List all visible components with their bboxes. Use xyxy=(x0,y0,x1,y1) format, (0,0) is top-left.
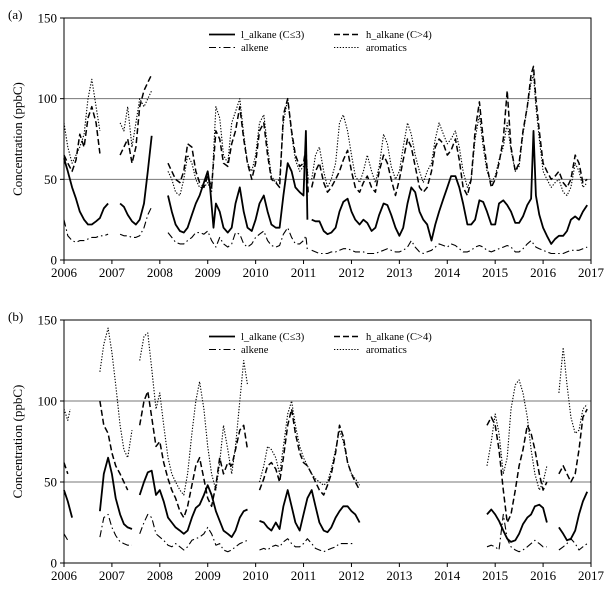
series-dashed xyxy=(63,65,588,197)
legend-label: aromatics xyxy=(366,345,407,356)
panel-label: (b) xyxy=(8,309,23,324)
series-line xyxy=(63,489,73,518)
series-line xyxy=(119,206,153,238)
y-tick-label: 0 xyxy=(51,556,58,571)
y-tick-label: 50 xyxy=(44,172,57,187)
y-axis-title: Concentration (ppbC) xyxy=(10,82,25,196)
series-line xyxy=(311,129,588,245)
x-tick-label: 2011 xyxy=(291,568,317,583)
y-axis-title: Concentration (ppbC) xyxy=(10,385,25,499)
series-line xyxy=(167,97,310,196)
series-line xyxy=(99,513,132,546)
x-tick-label: 2013 xyxy=(386,568,412,583)
x-tick-label: 2013 xyxy=(386,265,412,280)
series-line xyxy=(63,78,101,164)
legend: l_alkane (C≤3) h_alkane (C>4) alkene aromat… xyxy=(209,30,432,54)
series-dotted xyxy=(63,73,588,197)
x-tick-label: 2015 xyxy=(482,568,508,583)
series-line xyxy=(558,408,588,483)
legend-label: l_alkane (C≤3) xyxy=(241,332,305,343)
plot-frame xyxy=(63,319,592,564)
panel-a: 2006 2007 2008 2009 2010 2011 2012 2013 2014 2015… xyxy=(8,7,605,280)
legend-label: l_alkane (C≤3) xyxy=(241,30,305,41)
series-line xyxy=(258,400,361,486)
y-tick-label: 50 xyxy=(44,475,57,490)
series-line xyxy=(99,456,133,530)
x-tick-label: 2015 xyxy=(482,265,508,280)
series-line xyxy=(167,98,309,197)
plot-frame xyxy=(63,17,592,261)
series-line xyxy=(486,379,548,491)
x-tick-label: 2010 xyxy=(243,568,269,583)
series-line xyxy=(259,538,356,553)
panel-b: 2006 2007 2008 2009 2010 2011 2012 2013 2014 2015… xyxy=(8,309,605,583)
x-tick-label: 2009 xyxy=(195,568,221,583)
series-line xyxy=(119,74,153,164)
legend: l_alkane (C≤3) h_alkane (C>4) alkene aromat… xyxy=(209,332,432,356)
series-line xyxy=(311,73,588,197)
x-tick-label: 2007 xyxy=(99,568,126,583)
series-line xyxy=(63,408,71,421)
y-tick-label: 100 xyxy=(38,91,58,106)
series-line xyxy=(259,489,361,534)
series-solid xyxy=(63,456,589,543)
x-tick-label: 2012 xyxy=(338,265,364,280)
series-line xyxy=(119,135,153,226)
x-tick-label: 2016 xyxy=(530,568,557,583)
x-tick-label: 2012 xyxy=(338,568,364,583)
y-tick-label: 100 xyxy=(38,394,58,409)
series-line xyxy=(558,491,589,542)
legend-label: alkene xyxy=(241,345,269,356)
series-line xyxy=(486,513,547,553)
series-dotted xyxy=(63,327,588,496)
series-dashdot xyxy=(63,513,588,553)
series-line xyxy=(139,513,248,553)
series-line xyxy=(99,327,133,459)
x-tick-label: 2014 xyxy=(434,568,461,583)
series-solid xyxy=(63,129,588,245)
x-tick-label: 2009 xyxy=(195,265,221,280)
x-tick-label: 2008 xyxy=(147,265,173,280)
series-line xyxy=(63,158,109,226)
y-tick-label: 150 xyxy=(38,11,58,26)
x-tick-label: 2017 xyxy=(578,265,605,280)
series-line xyxy=(63,462,69,475)
series-line xyxy=(558,538,588,551)
series-line xyxy=(486,416,548,524)
panel-label: (a) xyxy=(8,7,22,22)
x-tick-label: 2006 xyxy=(51,265,78,280)
x-tick-label: 2017 xyxy=(578,568,605,583)
x-tick-label: 2006 xyxy=(51,568,78,583)
series-dashdot xyxy=(63,206,588,255)
series-dashed xyxy=(63,390,588,524)
series-line xyxy=(167,227,308,251)
series-line xyxy=(167,129,309,234)
x-tick-label: 2007 xyxy=(99,265,126,280)
series-line xyxy=(311,240,588,255)
series-line xyxy=(310,65,588,197)
y-tick-label: 0 xyxy=(51,253,58,268)
x-tick-label: 2016 xyxy=(530,265,557,280)
series-line xyxy=(63,105,101,173)
legend-label: h_alkane (C>4) xyxy=(366,30,432,41)
x-tick-label: 2008 xyxy=(147,568,173,583)
series-line xyxy=(138,469,248,538)
legend-label: h_alkane (C>4) xyxy=(366,332,432,343)
x-tick-label: 2014 xyxy=(434,265,461,280)
series-line xyxy=(139,332,249,496)
series-line xyxy=(63,533,69,541)
series-line xyxy=(99,400,129,491)
x-tick-label: 2010 xyxy=(243,265,269,280)
y-tick-label: 150 xyxy=(38,313,58,328)
legend-label: alkene xyxy=(241,43,269,54)
x-tick-label: 2011 xyxy=(291,265,317,280)
series-line xyxy=(138,390,249,519)
series-line xyxy=(486,503,548,543)
legend-label: aromatics xyxy=(366,43,407,54)
